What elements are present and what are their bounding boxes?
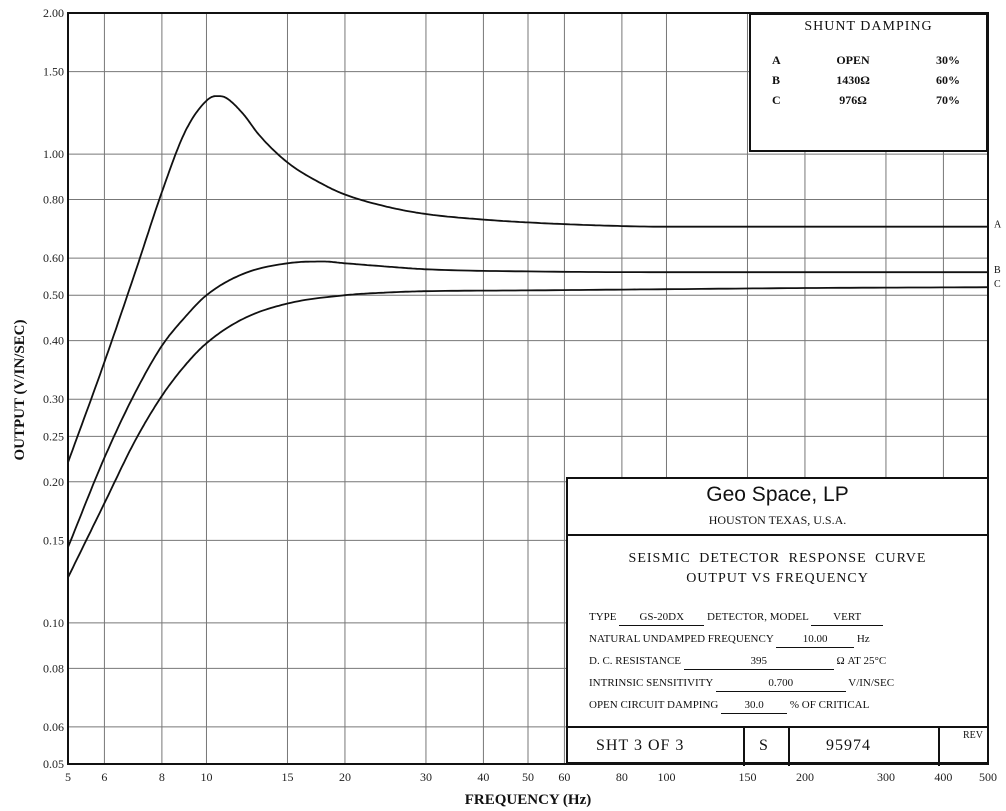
drawing-number-cell: 95974 <box>788 728 938 766</box>
sensitivity-value: 0.700 <box>715 677 846 692</box>
spec-type-row: TYPE GS-20DX DETECTOR, MODEL VERT <box>589 611 884 627</box>
x-tick-label: 60 <box>558 770 570 784</box>
y-tick-label: 0.20 <box>43 475 64 489</box>
x-axis-title: FREQUENCY (Hz) <box>465 792 592 808</box>
x-tick-label: 20 <box>339 770 351 784</box>
x-tick-label: 6 <box>101 770 107 784</box>
sensitivity-label: INTRINSIC SENSITIVITY <box>589 677 713 689</box>
shunt-row-c: C 976Ω 70% <box>751 93 986 109</box>
y-tick-label: 0.08 <box>43 661 64 675</box>
divider <box>568 534 987 536</box>
shunt-value: 1430Ω <box>836 73 870 87</box>
x-tick-label: 400 <box>934 770 952 784</box>
dc-resistance-value: 395 <box>683 655 834 670</box>
x-tick-label: 15 <box>281 770 293 784</box>
sensitivity-unit: V/IN/SEC <box>848 677 895 689</box>
damping-value: 70% <box>936 93 960 107</box>
curve-c <box>67 286 989 578</box>
y-tick-label: 0.06 <box>43 720 64 734</box>
type-label: TYPE <box>589 611 617 623</box>
x-tick-label: 100 <box>657 770 675 784</box>
natural-frequency-unit: Hz <box>856 633 870 645</box>
x-tick-label: 30 <box>420 770 432 784</box>
y-tick-label: 0.60 <box>43 251 64 265</box>
x-tick-label: 8 <box>159 770 165 784</box>
y-tick-label: 2.00 <box>43 6 64 20</box>
drawing-number: 95974 <box>826 737 871 754</box>
sheet-number: SHT 3 OF 3 <box>596 737 685 754</box>
curve-b <box>67 260 988 548</box>
company-location: HOUSTON TEXAS, U.S.A. <box>708 513 847 527</box>
sheet-code: S <box>759 737 769 754</box>
x-tick-label: 300 <box>877 770 895 784</box>
x-tick-label: 50 <box>522 770 534 784</box>
sheet-number-cell: SHT 3 OF 3 <box>568 728 743 766</box>
curve-label-c: C <box>994 279 1001 290</box>
damping-value: 60% <box>936 73 960 87</box>
spec-natural-frequency-row: NATURAL UNDAMPED FREQUENCY 10.00 Hz <box>589 633 870 649</box>
y-tick-label: 1.50 <box>43 65 64 79</box>
type-value: GS-20DX <box>619 611 705 626</box>
y-tick-label: 1.00 <box>43 147 64 161</box>
y-tick-label: 0.10 <box>43 616 64 630</box>
curve-label-b: B <box>994 265 1001 276</box>
dc-resistance-label: D. C. RESISTANCE <box>589 655 682 667</box>
title-block: Geo Space, LP HOUSTON TEXAS, U.S.A. SEIS… <box>566 477 989 766</box>
plot-frame <box>67 12 989 765</box>
shunt-row-a: A OPEN 30% <box>751 53 986 69</box>
x-tick-label: 200 <box>796 770 814 784</box>
damping-value: 30.0 <box>721 699 788 714</box>
natural-frequency-value: 10.00 <box>776 633 855 648</box>
x-tick-label: 150 <box>738 770 756 784</box>
shunt-damping-title: SHUNT DAMPING <box>804 19 933 34</box>
sheet-code-cell: S <box>743 728 788 766</box>
spec-damping-row: OPEN CIRCUIT DAMPING 30.0 % OF CRITICAL <box>589 699 869 715</box>
chart-curves: ABC <box>67 95 1002 578</box>
x-tick-label: 80 <box>616 770 628 784</box>
model-label: DETECTOR, MODEL <box>707 611 809 623</box>
x-tick-label: 500 <box>979 770 997 784</box>
x-tick-label: 40 <box>477 770 489 784</box>
shunt-damping-legend: SHUNT DAMPING A OPEN 30% B 1430Ω 60% C 9… <box>749 13 988 152</box>
damping-unit: % OF CRITICAL <box>789 699 870 711</box>
y-tick-label: 0.30 <box>43 392 64 406</box>
spec-sensitivity-row: INTRINSIC SENSITIVITY 0.700 V/IN/SEC <box>589 677 894 693</box>
company-name: Geo Space, LP <box>706 483 849 506</box>
damping-value: 30% <box>936 53 960 67</box>
y-tick-label: 0.25 <box>43 429 64 443</box>
y-tick-label: 0.40 <box>43 334 64 348</box>
y-tick-label: 0.50 <box>43 288 64 302</box>
dc-resistance-unit: Ω AT 25°C <box>836 655 887 667</box>
y-tick-label: 0.05 <box>43 757 64 771</box>
model-value: VERT <box>811 611 884 626</box>
shunt-curve-label: B <box>772 73 781 87</box>
shunt-row-b: B 1430Ω 60% <box>751 73 986 89</box>
natural-frequency-label: NATURAL UNDAMPED FREQUENCY <box>589 633 774 645</box>
y-tick-label: 0.15 <box>43 533 64 547</box>
curve-label-a: A <box>994 220 1002 231</box>
revision-cell: REV <box>938 728 987 766</box>
sheet-row: SHT 3 OF 3 S 95974 REV <box>568 726 987 766</box>
y-axis-title: OUTPUT (V/IN/SEC) <box>12 320 28 461</box>
shunt-value: OPEN <box>836 53 870 67</box>
chart-ticks: 5 6 8 10 15 20 30 40 50 60 80 100 150 200 300 400 500 0.0… <box>43 6 997 784</box>
x-tick-label: 10 <box>200 770 212 784</box>
document-subtitle: OUTPUT VS FREQUENCY <box>686 571 869 586</box>
shunt-curve-label: A <box>772 53 781 67</box>
x-tick-label: 5 <box>65 770 71 784</box>
y-tick-label: 0.80 <box>43 193 64 207</box>
spec-resistance-row: D. C. RESISTANCE 395 Ω AT 25°C <box>589 655 886 671</box>
shunt-value: 976Ω <box>839 93 867 107</box>
revision-label: REV <box>963 730 983 741</box>
document-title: SEISMIC DETECTOR RESPONSE CURVE <box>628 551 927 566</box>
curve-a <box>67 95 988 463</box>
damping-label: OPEN CIRCUIT DAMPING <box>589 699 719 711</box>
shunt-curve-label: C <box>772 93 781 107</box>
